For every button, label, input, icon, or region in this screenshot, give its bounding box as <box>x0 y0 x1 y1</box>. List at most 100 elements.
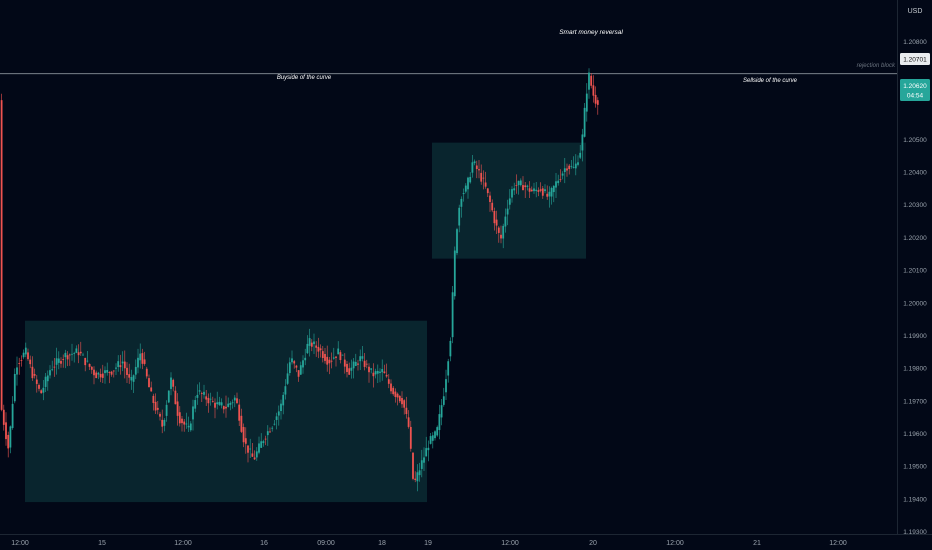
time-tick-label: 21 <box>753 540 761 547</box>
candle <box>205 389 208 407</box>
candle <box>299 361 302 375</box>
candle <box>229 401 232 411</box>
price-tick-label: 1.19500 <box>903 464 927 471</box>
candle <box>167 390 170 404</box>
candle <box>71 343 73 361</box>
candle <box>594 86 597 108</box>
candle <box>469 172 472 184</box>
candle <box>502 223 505 249</box>
time-tick-label: 20 <box>589 540 597 547</box>
candle <box>414 471 417 483</box>
current-price-tag: 1.20620 04:54 <box>900 79 930 101</box>
candle <box>137 348 139 374</box>
candle <box>456 227 458 256</box>
time-tick-label: 12:00 <box>666 540 684 547</box>
candle <box>480 164 483 185</box>
candle <box>106 362 109 376</box>
candle <box>403 399 406 415</box>
candle <box>304 348 307 366</box>
candle <box>398 395 401 404</box>
candle <box>546 185 549 200</box>
price-tick-label: 1.20300 <box>903 202 927 209</box>
candle <box>242 423 245 448</box>
candle <box>62 354 65 368</box>
candle <box>563 157 566 184</box>
candle <box>420 449 423 478</box>
candle <box>123 350 126 379</box>
time-tick-label: 12:00 <box>174 540 192 547</box>
time-axis[interactable]: 12:00 15 12:00 16 09:00 18 19 12:00 20 12:00 21 12:… <box>11 540 847 547</box>
candle <box>511 186 513 203</box>
candle <box>145 366 148 379</box>
candle <box>572 156 575 169</box>
candle <box>275 412 278 430</box>
candle <box>482 170 485 190</box>
candle <box>244 427 247 454</box>
candle <box>40 389 43 394</box>
annotation-sellside: Sellside of the curve <box>743 78 798 84</box>
candle <box>280 399 282 420</box>
candle <box>286 363 289 386</box>
candle <box>68 353 71 366</box>
candle <box>86 351 89 363</box>
candle <box>438 404 441 440</box>
candle <box>220 398 223 409</box>
candle <box>385 363 388 378</box>
candle <box>524 182 527 198</box>
candle <box>51 360 54 372</box>
candle <box>533 182 535 194</box>
candle <box>273 420 276 426</box>
time-tick-label: 12:00 <box>11 540 29 547</box>
candle <box>478 160 480 179</box>
candle <box>370 368 373 374</box>
candle <box>152 393 155 411</box>
candle <box>462 188 465 202</box>
candle <box>359 349 362 370</box>
candle <box>407 410 410 429</box>
candle <box>9 425 12 454</box>
candle <box>110 370 113 377</box>
candle <box>93 366 95 385</box>
candle <box>55 347 58 375</box>
candle <box>2 404 5 431</box>
candle <box>427 440 430 462</box>
candle <box>249 438 252 459</box>
candle <box>467 176 469 199</box>
candle <box>18 357 21 375</box>
candle <box>431 432 434 449</box>
price-tick-label: 1.20100 <box>903 268 927 275</box>
candle <box>436 425 439 437</box>
candle <box>537 187 540 197</box>
price-tick-label: 1.20500 <box>903 137 927 144</box>
candle <box>522 176 524 191</box>
candle <box>260 433 263 448</box>
candle <box>442 387 445 407</box>
candle <box>156 401 159 415</box>
candle <box>148 374 150 388</box>
candle <box>337 341 340 355</box>
candle <box>396 392 399 406</box>
candle <box>99 368 102 383</box>
candle <box>493 207 496 231</box>
price-axis[interactable]: 1.20800 1.20500 1.20400 1.20300 1.20200 1.201… <box>903 39 927 536</box>
candle <box>315 341 318 357</box>
candle <box>187 416 190 433</box>
candle <box>332 347 335 360</box>
candle <box>7 431 10 458</box>
candle <box>357 359 359 371</box>
candle <box>585 83 588 122</box>
price-tick-label: 1.20000 <box>903 300 927 307</box>
candle <box>464 183 467 194</box>
candle <box>302 355 304 374</box>
candle <box>588 68 590 99</box>
candle <box>139 343 142 369</box>
candle <box>324 348 326 364</box>
candle <box>196 384 199 405</box>
candle <box>29 355 32 369</box>
candle <box>544 184 546 194</box>
candle <box>348 362 351 376</box>
price-tick-label: 1.19300 <box>903 529 927 536</box>
candle <box>401 391 403 408</box>
candle <box>121 351 124 372</box>
